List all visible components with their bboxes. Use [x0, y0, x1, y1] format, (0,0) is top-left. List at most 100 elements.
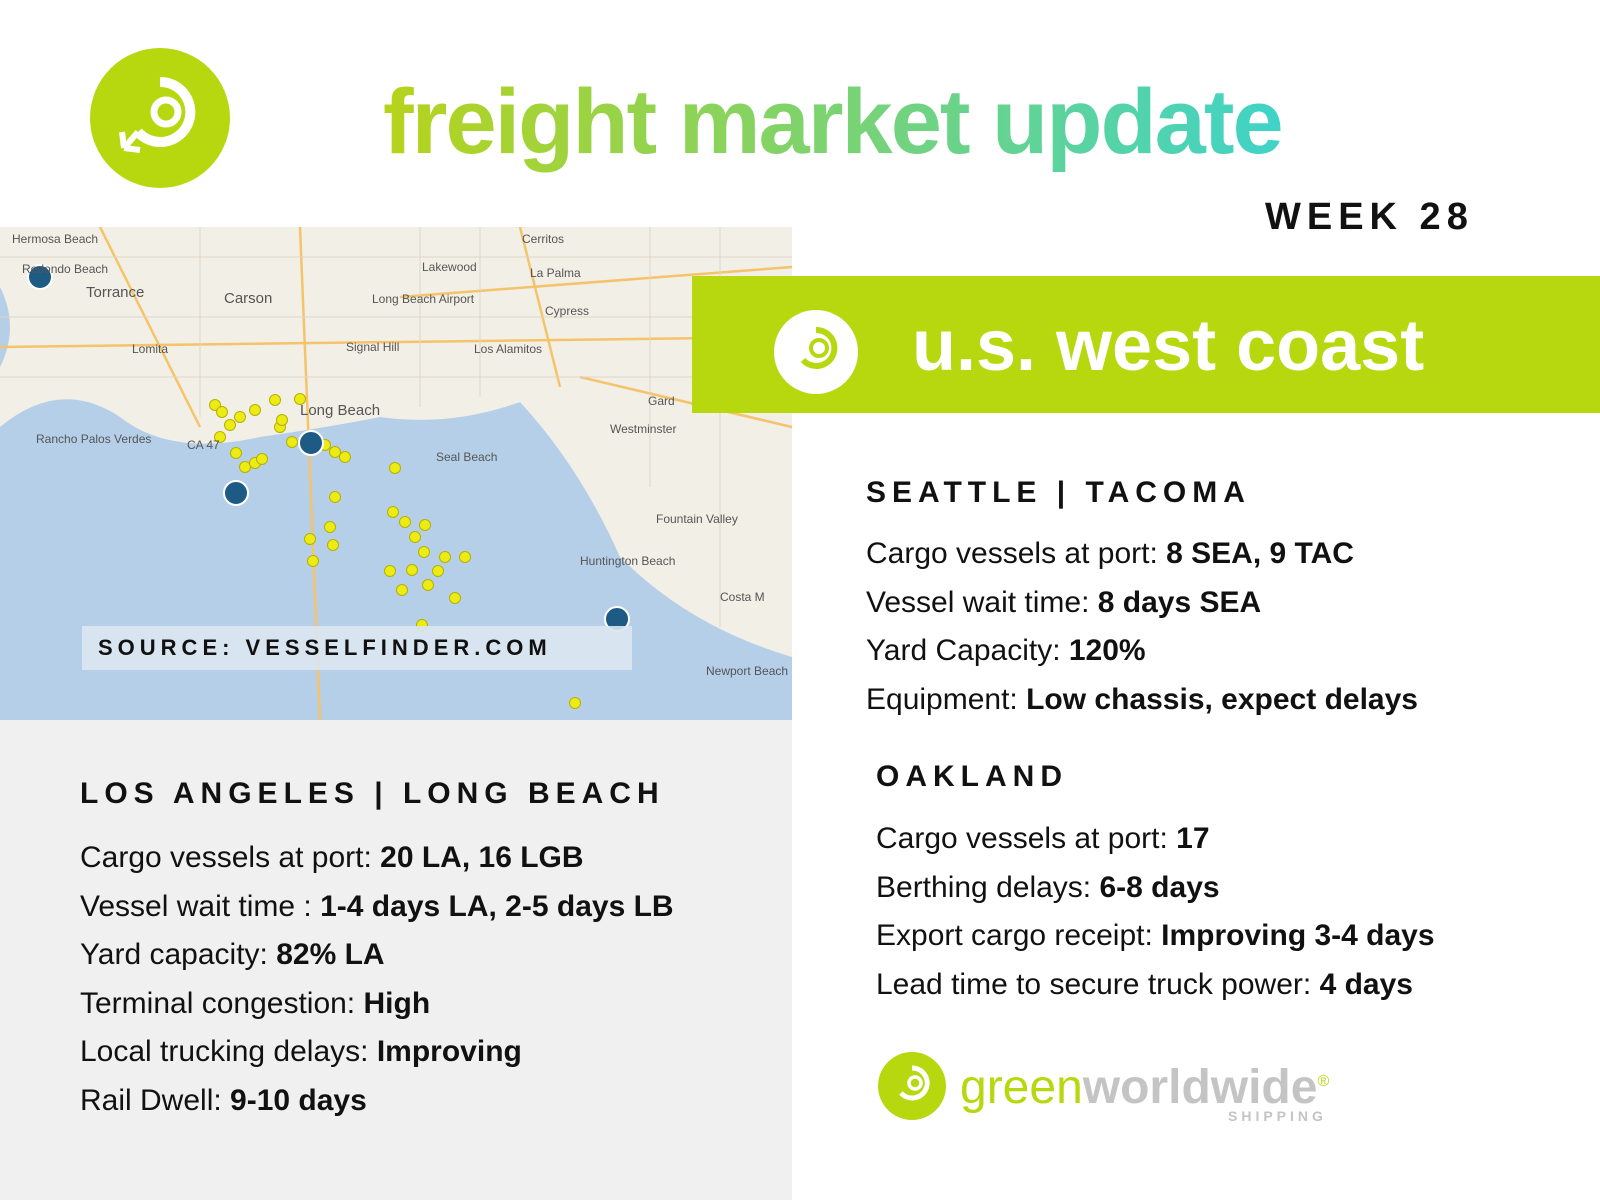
- info-label: Equipment:: [866, 682, 1018, 716]
- info-value: 6-8 days: [1099, 870, 1220, 904]
- vessel-dot: [239, 461, 251, 473]
- info-label: Cargo vessels at port:: [866, 537, 1158, 570]
- logo-mark: ®: [1317, 1073, 1330, 1090]
- info-row: Export cargo receipt: Improving 3-4 days: [876, 919, 1435, 953]
- vessel-dot: [329, 491, 341, 503]
- vessel-dot: [304, 533, 316, 545]
- info-label: Berthing delays:: [876, 870, 1092, 904]
- vessel-dot: [269, 394, 281, 406]
- vessel-dot: [418, 546, 430, 558]
- vessel-dot: [569, 697, 581, 709]
- logo-sub: SHIPPING: [1228, 1108, 1327, 1124]
- banner-logo: [774, 310, 858, 394]
- section-title: OAKLAND: [876, 760, 1068, 793]
- map-place-label: Huntington Beach: [580, 554, 675, 568]
- vessel-dot: [327, 539, 339, 551]
- vessel-dot: [432, 565, 444, 577]
- map-place-label: Los Alamitos: [474, 342, 542, 356]
- vessel-dot: [294, 393, 306, 405]
- vessel-dot: [396, 584, 408, 596]
- vessel-dot: [449, 592, 461, 604]
- info-row: Terminal congestion: High: [80, 987, 430, 1021]
- vessel-dot: [209, 399, 221, 411]
- map-place-label: Fountain Valley: [656, 512, 738, 526]
- info-row: Local trucking delays: Improving: [80, 1035, 522, 1069]
- info-label: Vessel wait time :: [80, 889, 312, 923]
- info-value: 17: [1176, 822, 1210, 855]
- info-value: 1-4 days LA, 2-5 days LB: [320, 889, 674, 923]
- map-place-label: Costa M: [720, 590, 765, 604]
- map-place-label: Rancho Palos Verdes: [36, 432, 151, 446]
- map-place-label: Torrance: [86, 284, 144, 301]
- map-place-label: Redondo Beach: [22, 262, 108, 276]
- info-value: 20 LA, 16 LGB: [380, 841, 584, 874]
- section-title: SEATTLE | TACOMA: [866, 476, 1251, 509]
- info-label: Cargo vessels at port:: [80, 841, 372, 874]
- info-label: Cargo vessels at port:: [876, 822, 1168, 855]
- section-title: LOS ANGELES | LONG BEACH: [80, 777, 665, 810]
- footer-logo: greenworldwide®: [960, 1060, 1329, 1115]
- map-place-label: Westminster: [610, 422, 676, 436]
- vessel-dot: [324, 521, 336, 533]
- map-place-label: Cypress: [545, 304, 589, 318]
- map-place-label: Carson: [224, 290, 272, 307]
- info-row: Cargo vessels at port: 17: [876, 822, 1210, 856]
- vessel-dot: [276, 414, 288, 426]
- info-row: Vessel wait time : 1-4 days LA, 2-5 days…: [80, 890, 674, 924]
- map-place-label: Newport Beach: [706, 664, 788, 678]
- vessel-dot: [230, 447, 242, 459]
- map-place-label: Seal Beach: [436, 450, 497, 464]
- vessel-dot: [399, 516, 411, 528]
- vessel-dot: [389, 462, 401, 474]
- info-label: Lead time to secure truck power:: [876, 967, 1312, 1001]
- info-row: Yard Capacity: 120%: [866, 634, 1146, 668]
- vessel-dot: [307, 555, 319, 567]
- vessel-dot: [387, 506, 399, 518]
- info-label: Rail Dwell:: [80, 1083, 222, 1117]
- vessel-dot: [439, 551, 451, 563]
- map-place-label: La Palma: [530, 266, 581, 280]
- info-value: 8 SEA, 9 TAC: [1166, 537, 1354, 570]
- map-place-label: Cerritos: [522, 232, 564, 246]
- info-label: Export cargo receipt:: [876, 919, 1153, 952]
- vessel-dot: [214, 431, 226, 443]
- info-label: Vessel wait time:: [866, 585, 1090, 619]
- info-label: Yard capacity:: [80, 938, 268, 971]
- port-marker: [298, 430, 324, 456]
- port-marker: [223, 480, 249, 506]
- info-row: Berthing delays: 6-8 days: [876, 871, 1220, 905]
- logo-worldwide: worldwide: [1082, 1061, 1318, 1114]
- logo-green: green: [960, 1061, 1083, 1114]
- vessel-dot: [224, 419, 236, 431]
- info-value: Improving 3-4 days: [1161, 919, 1435, 952]
- map-source: SOURCE: VESSELFINDER.COM: [82, 626, 632, 670]
- info-row: Cargo vessels at port: 20 LA, 16 LGB: [80, 841, 584, 875]
- map-place-label: Lomita: [132, 342, 168, 356]
- info-value: 120%: [1068, 634, 1146, 667]
- info-row: Cargo vessels at port: 8 SEA, 9 TAC: [866, 537, 1354, 571]
- info-label: Yard Capacity:: [866, 634, 1061, 667]
- vessel-dot: [422, 579, 434, 591]
- info-row: Lead time to secure truck power: 4 days: [876, 968, 1413, 1002]
- info-value: High: [363, 986, 431, 1020]
- vessel-dot: [234, 411, 246, 423]
- map-place-label: CA 47: [187, 438, 220, 452]
- vessel-dot: [406, 564, 418, 576]
- info-value: 8 days SEA: [1097, 585, 1262, 619]
- vessel-dot: [339, 451, 351, 463]
- info-row: Vessel wait time: 8 days SEA: [866, 586, 1261, 620]
- vessel-dot: [459, 551, 471, 563]
- week-label: WEEK 28: [1265, 196, 1474, 238]
- vessel-dot: [419, 519, 431, 531]
- vessel-dot: [286, 436, 298, 448]
- info-value: Improving: [376, 1035, 522, 1068]
- info-value: 4 days: [1319, 967, 1413, 1001]
- info-value: Low chassis, expect delays: [1026, 682, 1418, 716]
- region-title: u.s. west coast: [912, 306, 1425, 386]
- info-row: Rail Dwell: 9-10 days: [80, 1084, 367, 1118]
- vessel-dot: [384, 565, 396, 577]
- info-label: Local trucking delays:: [80, 1035, 369, 1068]
- map-place-label: Lakewood: [422, 260, 477, 274]
- vessel-dot: [216, 406, 228, 418]
